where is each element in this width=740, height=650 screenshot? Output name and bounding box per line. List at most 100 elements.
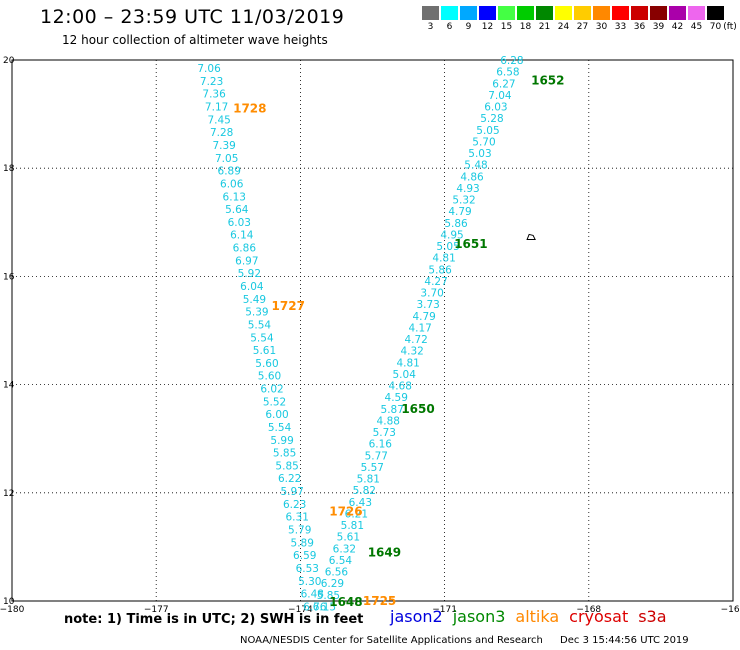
legend-label: 9	[465, 22, 472, 32]
legend-swatch	[555, 6, 573, 20]
wave-height-value: 5.48	[464, 160, 487, 172]
wave-height-value: 4.93	[456, 183, 479, 195]
pass-time-label: 1650	[401, 402, 434, 416]
wave-height-value: 6.14	[230, 230, 254, 242]
wave-height-value: 5.99	[270, 435, 293, 447]
wave-height-value: 4.88	[377, 415, 400, 427]
legend-swatch	[479, 6, 497, 20]
satellite-altika: altika	[515, 607, 560, 626]
wave-height-value: 5.05	[436, 241, 459, 253]
wave-height-value: 7.36	[202, 89, 226, 101]
wave-height-value: 3.70	[420, 288, 443, 300]
wave-height-value: 7.06	[197, 63, 221, 75]
legend-label: 36	[633, 22, 646, 32]
wave-height-value: 5.85	[273, 448, 296, 460]
wave-height-value: 5.79	[288, 525, 311, 537]
wave-height-value: 5.04	[393, 369, 417, 381]
island-outline	[526, 233, 536, 240]
wave-height-value: 4.72	[404, 334, 427, 346]
wave-height-value: 5.64	[225, 204, 249, 216]
y-tick-label: 12	[3, 489, 14, 499]
wave-height-value: 4.81	[432, 253, 455, 265]
x-tick-label: −174	[288, 605, 313, 615]
legend-label: 27	[576, 22, 589, 32]
wave-height-value: 6.97	[235, 255, 258, 267]
x-tick-label: −165	[721, 605, 740, 615]
pass-time-label: 1652	[531, 74, 564, 88]
legend-label: 15	[500, 22, 513, 32]
wave-height-value: 5.52	[263, 396, 286, 408]
wave-height-value: 4.59	[385, 392, 408, 404]
wave-height-value: 5.81	[341, 520, 364, 532]
legend-swatch	[460, 6, 478, 20]
legend-label: 18	[519, 22, 532, 32]
wave-height-value: 5.54	[248, 319, 272, 331]
wave-height-value: 6.53	[296, 563, 319, 575]
wave-height-value: 5.89	[291, 537, 314, 549]
legend-swatch	[688, 6, 706, 20]
legend-label: 6	[446, 22, 453, 32]
wave-height-value: 6.23	[283, 499, 306, 511]
legend-label: 70	[709, 22, 722, 32]
wave-height-value: 5.77	[365, 450, 388, 462]
wave-height-value: 5.97	[280, 486, 303, 498]
wave-height-value: 6.13	[223, 191, 246, 203]
wave-height-value: 5.57	[361, 462, 384, 474]
wave-height-value: 3.73	[416, 299, 439, 311]
wave-height-value: 6.00	[265, 409, 288, 421]
legend-label: 39	[652, 22, 665, 32]
wave-height-value: 5.60	[258, 371, 281, 383]
legend-swatch	[631, 6, 649, 20]
wave-height-value: 6.86	[233, 243, 257, 255]
wave-height-value: 6.59	[293, 550, 316, 562]
wave-height-value: 4.32	[400, 346, 423, 358]
legend-swatch	[517, 6, 535, 20]
wave-height-value: 5.60	[255, 358, 278, 370]
wave-height-value: 5.70	[472, 136, 495, 148]
legend-label: 30	[595, 22, 608, 32]
satellite-cryosat: cryosat	[569, 607, 629, 626]
wave-height-value: 4.68	[389, 381, 412, 393]
wave-height-value: 5.87	[381, 404, 404, 416]
y-tick-label: 16	[3, 272, 15, 282]
wave-height-value: 7.39	[212, 140, 235, 152]
wave-height-value: 5.39	[245, 307, 268, 319]
wave-height-value: 5.30	[298, 576, 321, 588]
y-tick-label: 18	[3, 164, 15, 174]
legend-swatch	[612, 6, 630, 20]
wave-height-value: 5.73	[373, 427, 396, 439]
wave-height-value: 6.56	[325, 567, 349, 579]
wave-height-value: 4.95	[440, 229, 463, 241]
wave-height-value: 5.81	[357, 474, 380, 486]
wave-height-value: 5.82	[353, 485, 376, 497]
legend-label: 33	[614, 22, 627, 32]
x-tick-label: −180	[0, 605, 25, 615]
legend-swatch	[574, 6, 592, 20]
wave-height-value: 5.85	[317, 590, 340, 602]
timestamp: Dec 3 15:44:56 UTC 2019	[560, 635, 689, 646]
wave-height-value: 6.04	[240, 281, 264, 293]
map-frame	[11, 59, 734, 602]
wave-height-value: 6.16	[369, 439, 393, 451]
wave-height-value: 5.49	[243, 294, 266, 306]
wave-height-value: 7.04	[488, 90, 512, 102]
wave-height-value: 6.29	[321, 578, 344, 590]
wave-height-value: 5.03	[468, 148, 491, 160]
legend-unit: (ft)	[723, 22, 737, 32]
legend-label: 45	[690, 22, 703, 32]
wave-height-value: 6.48	[301, 589, 324, 601]
wave-height-value: 7.45	[207, 114, 230, 126]
wave-height-value: 6.21	[345, 508, 368, 520]
legend-swatch	[536, 6, 554, 20]
legend-swatch	[650, 6, 668, 20]
pass-time-label: 1648	[329, 595, 362, 609]
wave-height-value: 6.43	[349, 497, 372, 509]
legend-swatch	[669, 6, 687, 20]
legend-swatch	[441, 6, 459, 20]
wave-height-value: 5.92	[238, 268, 261, 280]
wave-height-value: 6.22	[278, 473, 301, 485]
wave-height-value: 6.15	[313, 601, 336, 613]
wave-height-value: 6.28	[500, 55, 523, 67]
legend-label: 12	[481, 22, 494, 32]
